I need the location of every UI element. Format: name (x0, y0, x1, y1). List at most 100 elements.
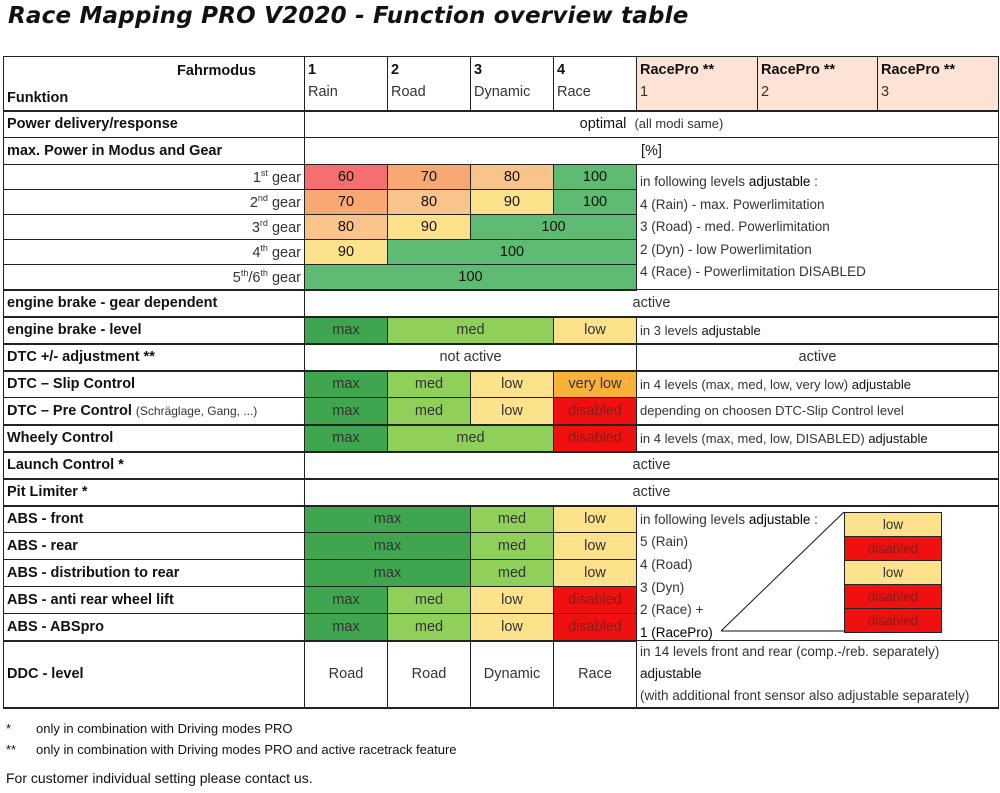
wheely-note: in 4 levels (max, med, low, DISABLED) ad… (636, 424, 999, 453)
power-delivery-value: optimal (579, 116, 627, 133)
mode-header-rain: 1 Rain (304, 56, 388, 112)
power-cell: 70 (387, 164, 471, 190)
level-cell: low (553, 316, 637, 345)
level-cell: max (304, 532, 471, 560)
row-power-delivery: Power delivery/response optimal (all mod… (3, 110, 999, 138)
level-cell: max (304, 397, 388, 426)
abs-box-level: low (845, 560, 941, 585)
header-corner: Fahrmodus Funktion (3, 56, 305, 112)
row-gear-5-6: 5th/6th gear 100 (3, 264, 999, 291)
pit-value: active (304, 478, 999, 507)
mode-header-racepro-1: RacePro ** 1 (636, 56, 758, 112)
power-cell: 90 (304, 239, 388, 265)
row-dtc-slip: DTC – Slip Control max med low very low … (3, 370, 999, 398)
mode-header-dynamic: 3 Dynamic (470, 56, 554, 112)
row-label: ABS - distribution to rear (3, 559, 305, 587)
gear-label: 3rd gear (3, 214, 305, 240)
row-gear-3: 3rd gear 80 90 100 (3, 214, 999, 240)
dtc-pre-note: depending on choosen DTC-Slip Control le… (636, 397, 999, 426)
row-label: engine brake - gear dependent (3, 289, 305, 318)
level-cell: med (387, 586, 471, 614)
power-cell: 70 (304, 189, 388, 215)
row-pit: Pit Limiter * active (3, 478, 999, 507)
mode-header-road: 2 Road (387, 56, 471, 112)
level-cell: max (304, 613, 388, 642)
dtc-adjust-left: not active (304, 343, 637, 372)
row-abs-dist: ABS - distribution to rear max med low (3, 559, 999, 587)
gear-label: 2nd gear (3, 189, 305, 215)
row-label: engine brake - level (3, 316, 305, 345)
mode-header-racepro-2: RacePro ** 2 (757, 56, 878, 112)
row-gear-2: 2nd gear 70 80 90 100 (3, 189, 999, 215)
row-label: DDC - level (3, 640, 305, 709)
level-cell: low (553, 505, 637, 533)
ddc-notes: in 14 levels front and rear (comp.-/reb.… (636, 640, 999, 709)
footnote-2: ** only in combination with Driving modes… (6, 742, 457, 757)
ddc-cell: Race (553, 640, 637, 709)
row-gear-4: 4th gear 90 100 (3, 239, 999, 265)
row-label: Pit Limiter * (3, 478, 305, 507)
fahrmodus-label: Fahrmodus (177, 63, 256, 79)
power-cell: 80 (470, 164, 554, 190)
row-dtc-adjust: DTC +/- adjustment ** not active active (3, 343, 999, 372)
row-label: DTC +/- adjustment ** (3, 343, 305, 372)
row-abs-pro: ABS - ABSpro max med low disabled (3, 613, 999, 642)
page-title: Race Mapping PRO V2020 - Function overvi… (8, 3, 689, 29)
level-cell: med (470, 532, 554, 560)
power-cell: 80 (304, 214, 388, 240)
engine-brake-gear-value: active (304, 289, 999, 318)
level-cell: disabled (553, 613, 637, 642)
level-cell: max (304, 370, 388, 398)
row-gear-1: 1st gear 60 70 80 100 in following level… (3, 164, 999, 290)
level-cell: low (470, 370, 554, 398)
level-cell: med (470, 559, 554, 587)
abs-box-level: disabled (845, 536, 941, 561)
row-wheely: Wheely Control max med disabled in 4 lev… (3, 424, 999, 453)
ddc-cell: Road (387, 640, 471, 709)
row-engine-brake-level: engine brake - level max med low in 3 le… (3, 316, 999, 345)
power-cell: 90 (387, 214, 471, 240)
power-cell: 100 (553, 189, 637, 215)
mode-header-racepro-3: RacePro ** 3 (877, 56, 999, 112)
power-cell: 60 (304, 164, 388, 190)
abs-box-level: disabled (845, 584, 941, 609)
level-cell: med (470, 505, 554, 533)
level-cell: very low (553, 370, 637, 398)
level-cell: low (470, 397, 554, 426)
row-label: Wheely Control (3, 424, 305, 453)
row-label: ABS - anti rear wheel lift (3, 586, 305, 614)
row-label: ABS - front (3, 505, 305, 533)
function-table: Fahrmodus Funktion 1 Rain 2 Road 3 Dynamic … (3, 56, 999, 709)
level-cell: med (387, 370, 471, 398)
level-cell: disabled (553, 586, 637, 614)
row-abs-front: ABS - front max med low in following lev… (3, 505, 999, 641)
row-label: DTC – Pre Control (Schräglage, Gang, ...… (3, 397, 305, 426)
abs-level-box: low disabled low disabled disabled (844, 511, 942, 633)
ddc-cell: Dynamic (470, 640, 554, 709)
level-cell: disabled (553, 397, 637, 426)
row-label: ABS - ABSpro (3, 613, 305, 642)
dtc-adjust-right: active (636, 343, 999, 372)
level-cell: med (387, 316, 554, 345)
level-cell: med (387, 424, 554, 453)
row-label: max. Power in Modus and Gear (3, 137, 305, 165)
power-cell: 100 (470, 214, 637, 240)
level-cell: max (304, 559, 471, 587)
level-cell: low (470, 586, 554, 614)
level-cell: low (470, 613, 554, 642)
gear-label: 5th/6th gear (3, 264, 305, 291)
power-cell: 80 (387, 189, 471, 215)
customer-note: For customer individual setting please c… (6, 770, 313, 786)
footnote-1: * only in combination with Driving modes … (6, 721, 293, 736)
abs-box-level: low (845, 512, 941, 537)
abs-notes: in following levels adjustable : 5 (Rain… (636, 505, 999, 641)
power-cell: 100 (304, 264, 637, 291)
power-cell: 100 (387, 239, 637, 265)
level-cell: max (304, 316, 388, 345)
row-ddc: DDC - level Road Road Dynamic Race in 14… (3, 640, 999, 709)
row-label: Power delivery/response (3, 110, 305, 138)
max-power-unit: [%] (304, 137, 999, 165)
power-cell: 90 (470, 189, 554, 215)
level-cell: med (387, 397, 471, 426)
funktion-label: Funktion (7, 89, 69, 106)
